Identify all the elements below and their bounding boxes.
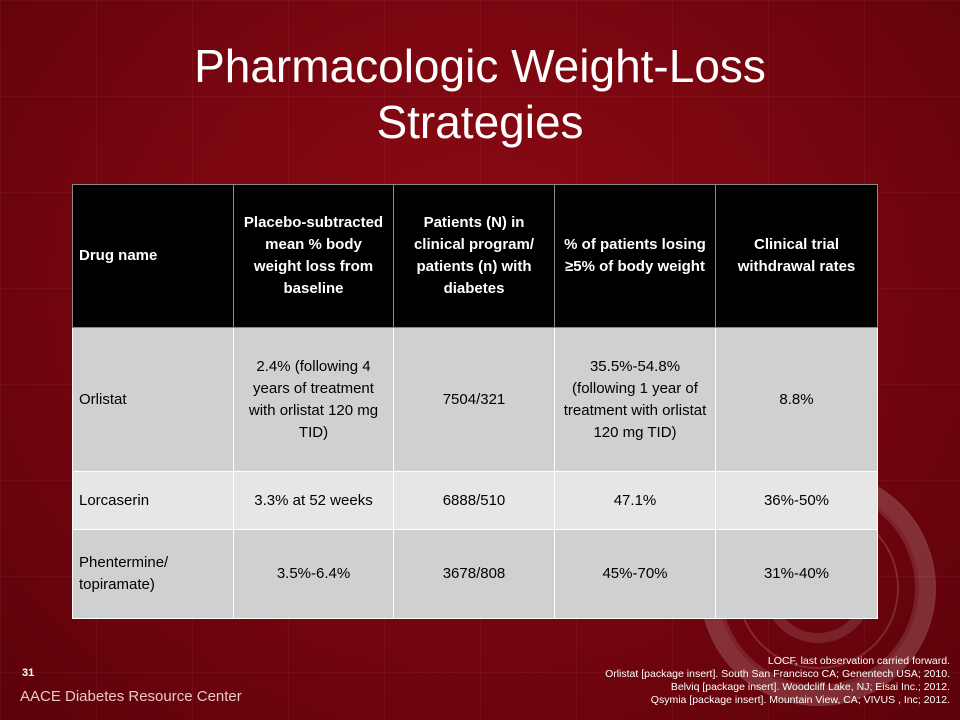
reference-line: Qsymia [package insert]. Mountain View, … [650,694,950,706]
table-cell: 3.3% at 52 weeks [233,471,394,530]
header-withdrawal: Clinical trial withdrawal rates [715,184,878,328]
slide-number: 31 [22,667,35,679]
table-header-row: Drug name Placebo-subtracted mean % body… [72,184,878,328]
table-row: Orlistat 2.4% (following 4 years of trea… [72,327,878,472]
table-cell: 6888/510 [393,471,555,530]
table-cell: 31%-40% [715,529,878,619]
reference-line: LOCF, last observation carried forward. [767,655,950,667]
table-cell: 8.8% [715,327,878,472]
drug-comparison-table: Drug name Placebo-subtracted mean % body… [72,184,878,619]
header-percent-losing: % of patients losing ≥5% of body weight [554,184,716,328]
table-cell: 35.5%-54.8% (following 1 year of treatme… [554,327,716,472]
table-cell: 7504/321 [393,327,555,472]
footer-brand: AACE Diabetes Resource Center [20,688,242,705]
header-weight-loss: Placebo-subtracted mean % body weight lo… [233,184,394,328]
reference-line: Belviq [package insert]. Woodcliff Lake,… [670,681,950,693]
table-cell: 2.4% (following 4 years of treatment wit… [233,327,394,472]
header-drug-name: Drug name [72,184,234,328]
table-cell: 47.1% [554,471,716,530]
table-cell: Lorcaserin [72,471,234,530]
table-cell: 45%-70% [554,529,716,619]
reference-line: Orlistat [package insert]. South San Fra… [605,668,950,680]
slide-title: Pharmacologic Weight-Loss Strategies [194,40,766,148]
table-row: Phentermine/ topiramate) 3.5%-6.4% 3678/… [72,529,878,619]
table-row: Lorcaserin 3.3% at 52 weeks 6888/510 47.… [72,471,878,530]
references: LOCF, last observation carried forward. … [430,655,950,707]
table-cell: 3.5%-6.4% [233,529,394,619]
table-cell: 36%-50% [715,471,878,530]
header-patients: Patients (N) in clinical program/ patien… [393,184,555,328]
table-cell: Phentermine/ topiramate) [72,529,234,619]
table-cell: 3678/808 [393,529,555,619]
table-cell: Orlistat [72,327,234,472]
